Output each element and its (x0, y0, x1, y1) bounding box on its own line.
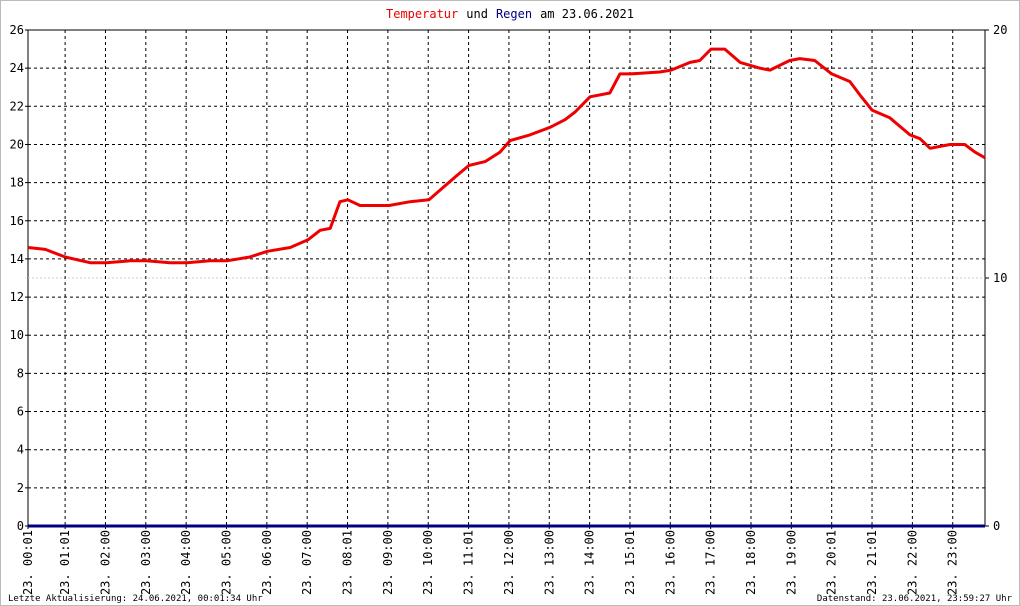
title-part: und (466, 7, 488, 21)
x-tick-label: 23. 11:01 (462, 530, 476, 595)
x-tick-label: 23. 23:00 (946, 530, 960, 595)
x-tick-label: 23. 07:00 (300, 530, 314, 595)
y-tick-label: 6 (17, 405, 24, 419)
x-tick-label: 23. 22:00 (905, 530, 919, 595)
y-tick-label: 0 (17, 519, 24, 533)
title-part: am 23.06.2021 (540, 7, 634, 21)
x-tick-label: 23. 14:00 (583, 530, 597, 595)
y-tick-label: 18 (10, 176, 24, 190)
y-tick-label: 2 (17, 481, 24, 495)
title-part: Regen (496, 7, 532, 21)
x-tick-label: 23. 20:01 (825, 530, 839, 595)
y-tick-label: 22 (10, 99, 24, 113)
y-tick-label: 14 (10, 252, 24, 266)
y-tick-label: 10 (10, 328, 24, 342)
x-tick-label: 23. 21:01 (865, 530, 879, 595)
y-tick-label: 8 (17, 366, 24, 380)
x-tick-label: 23. 16:00 (663, 530, 677, 595)
x-tick-label: 23. 15:01 (623, 530, 637, 595)
footer-right: Datenstand: 23.06.2021, 23:59:27 Uhr (817, 594, 1013, 604)
x-tick-label: 23. 04:00 (179, 530, 193, 595)
x-tick-label: 23. 08:01 (341, 530, 355, 595)
x-tick-label: 23. 00:01 (21, 530, 35, 595)
x-tick-label: 23. 09:00 (381, 530, 395, 595)
series-line (27, 47, 986, 265)
x-tick-label: 23. 06:00 (260, 530, 274, 595)
y-tick-label: 12 (10, 290, 24, 304)
y-tick-label: 16 (10, 214, 24, 228)
y-tick-label: 4 (17, 443, 24, 457)
x-tick-label: 23. 12:00 (502, 530, 516, 595)
x-tick-label: 23. 02:00 (98, 530, 112, 595)
y-tick-label: 24 (10, 61, 24, 75)
y-tick-label: 26 (10, 23, 24, 37)
x-tick-label: 23. 05:00 (220, 530, 234, 595)
x-tick-label: 23. 17:00 (704, 530, 718, 595)
chart-title: Temperatur und Regen am 23.06.2021 (386, 7, 634, 21)
y2-tick-label: 10 (993, 271, 1007, 285)
x-tick-label: 23. 13:00 (542, 530, 556, 595)
x-tick-label: 23. 01:01 (58, 530, 72, 595)
y2-tick-label: 0 (993, 519, 1000, 533)
x-tick-label: 23. 19:00 (784, 530, 798, 595)
y-tick-label: 20 (10, 137, 24, 151)
footer-left: Letzte Aktualisierung: 24.06.2021, 00:01… (8, 594, 263, 604)
y2-tick-label: 20 (993, 23, 1007, 37)
x-tick-label: 23. 18:00 (744, 530, 758, 595)
title-part: Temperatur (386, 7, 458, 21)
x-tick-label: 23. 03:00 (139, 530, 153, 595)
x-tick-label: 23. 10:00 (421, 530, 435, 595)
